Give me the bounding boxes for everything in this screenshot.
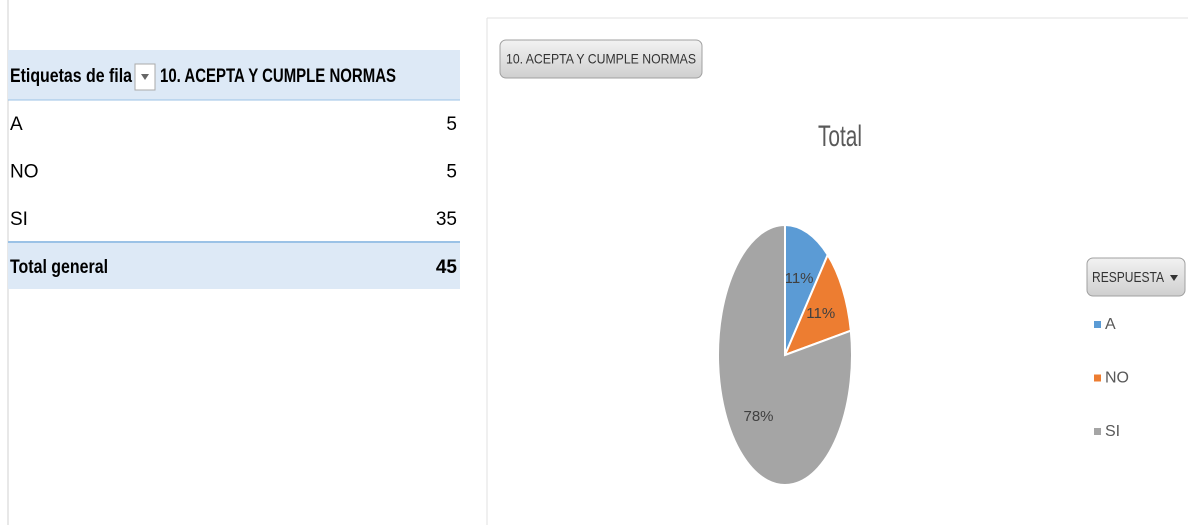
data-label: 11% — [806, 305, 835, 322]
legend-arrow — [1170, 275, 1178, 281]
field-button[interactable] — [499, 39, 703, 79]
filter-arrow — [141, 74, 149, 80]
chart-title: Total — [818, 120, 862, 153]
pie-slice — [717, 223, 853, 486]
field-button-label: 10. ACEPTA Y CUMPLE NORMAS — [506, 51, 696, 67]
data-label: 11% — [785, 270, 814, 287]
pie: 11% A 11% NO 78% SI — [717, 223, 1129, 486]
legend-swatch — [1094, 374, 1101, 382]
legend-label: NO — [1105, 370, 1129, 387]
row-value: 35 — [436, 209, 457, 230]
row-value: 5 — [446, 114, 457, 135]
header-row — [8, 50, 460, 100]
pie-slice — [783, 252, 852, 357]
rows: A 5 NO 5 SI 35 — [10, 114, 457, 230]
legend-swatch — [1094, 321, 1101, 328]
header-field: 10. ACEPTA Y CUMPLE NORMAS — [160, 66, 396, 87]
legend-label: SI — [1105, 423, 1120, 440]
total-row — [8, 242, 460, 289]
pie-slice — [784, 223, 829, 356]
total-label: Total general — [10, 257, 108, 278]
legend-label: A — [1105, 316, 1116, 333]
legend-button[interactable] — [1086, 257, 1186, 297]
legend-title: RESPUESTA — [1092, 269, 1164, 286]
row-label: SI — [10, 209, 28, 230]
data-label: 78% — [744, 408, 774, 425]
header-label: Etiquetas de fila — [10, 66, 132, 87]
legend-swatch — [1094, 428, 1101, 435]
row-value: 5 — [446, 162, 457, 183]
row-label: NO — [10, 162, 39, 183]
row-label: A — [10, 114, 23, 135]
total-value: 45 — [436, 257, 458, 278]
